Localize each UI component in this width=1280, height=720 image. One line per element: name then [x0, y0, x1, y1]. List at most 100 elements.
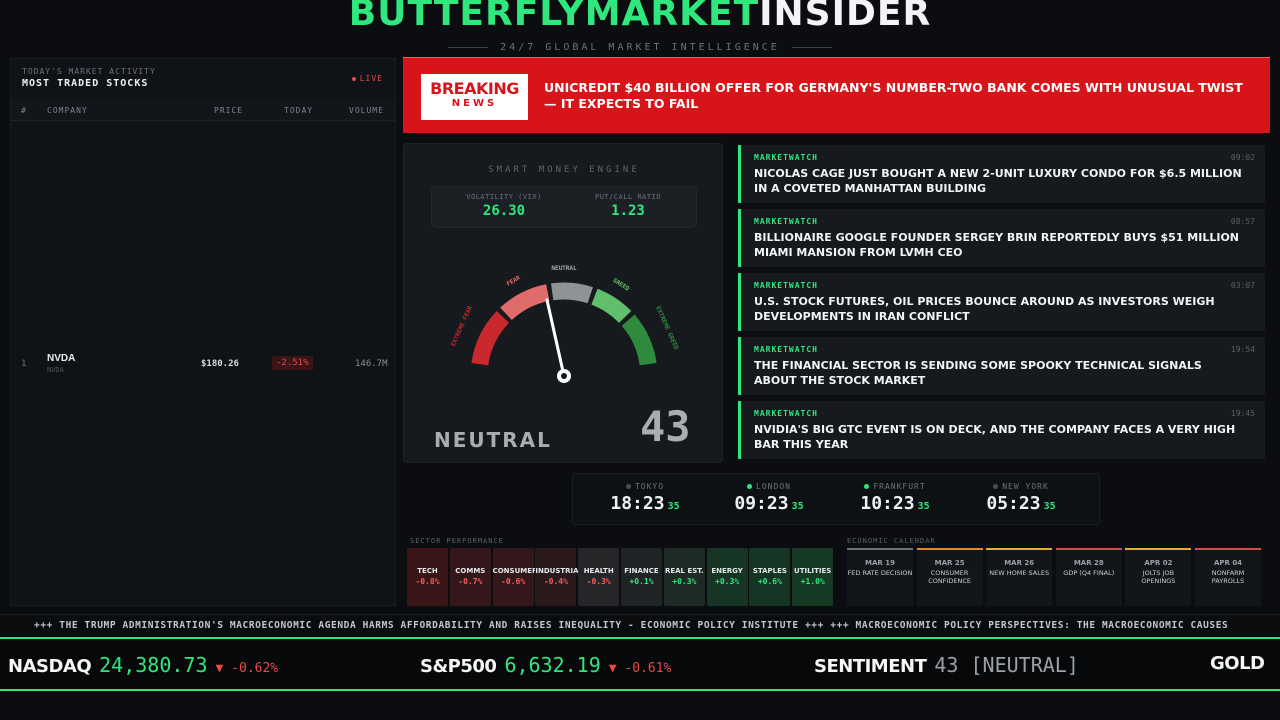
sector-tile[interactable]: COMMS -0.7%	[449, 548, 491, 606]
clock-time: 10:23 35	[835, 493, 955, 514]
clock-city-label: LONDON	[756, 482, 791, 491]
clock-new-york: NEW YORK 05:23 35	[961, 482, 1081, 514]
tagline: 24/7 GLOBAL MARKET INTELLIGENCE	[0, 42, 1280, 53]
pcr-label: PUT/CALL RATIO	[594, 193, 661, 201]
calendar-event[interactable]: APR 02 JOLTS JOB OPENINGS	[1125, 548, 1192, 606]
gauge-title: SMART MONEY ENGINE	[488, 165, 640, 175]
gauge-label-fear: FEAR	[505, 274, 521, 287]
brand-part-green: BUTTERFLYMARKET	[348, 0, 760, 34]
clock-city-label: TOKYO	[634, 482, 665, 491]
news-source: MARKETWATCH	[754, 409, 818, 418]
ticker-change: ▼ -0.62%	[215, 661, 279, 676]
gauge-label-extreme-fear: EXTREME FEAR	[450, 305, 474, 348]
news-item[interactable]: MARKETWATCH 08:57 BILLIONAIRE GOOGLE FOUND…	[738, 209, 1265, 267]
sector-tile[interactable]: HEALTH -0.3%	[578, 548, 620, 606]
ticker-name: S&P500	[420, 656, 497, 677]
news-headline[interactable]: NICOLAS CAGE JUST BOUGHT A NEW 2-UNIT LU…	[754, 167, 1242, 195]
ticker-value: 24,380.73	[99, 653, 208, 677]
ticker-name: SENTIMENT	[814, 656, 927, 677]
sector-change: +0.1%	[629, 577, 654, 586]
ticker-item[interactable]: NASDAQ 24,380.73 ▼ -0.62%	[8, 653, 278, 677]
news-time: 19:54	[1230, 345, 1255, 354]
sector-name: CONSUMER	[492, 567, 538, 575]
sentiment-score: 43	[640, 402, 691, 451]
calendar-event[interactable]: MAR 26 NEW HOME SALES	[986, 548, 1053, 606]
sector-tile[interactable]: STAPLES +0.6%	[749, 548, 791, 606]
col-volume[interactable]: VOLUME	[349, 106, 384, 115]
news-headline[interactable]: U.S. STOCK FUTURES, OIL PRICES BOUNCE AR…	[754, 295, 1215, 323]
calendar-event[interactable]: MAR 25 CONSUMER CONFIDENCE	[916, 548, 983, 606]
event-date: MAR 25	[934, 559, 965, 567]
ticker-item[interactable]: S&P500 6,632.19 ▼ -0.61%	[420, 653, 671, 677]
sector-change: -0.8%	[415, 577, 440, 586]
news-item[interactable]: MARKETWATCH 19:54 THE FINANCIAL SECTOR IS …	[738, 337, 1265, 395]
vix-metric: VOLATILITY (VIX) 26.30	[444, 193, 564, 219]
news-item[interactable]: MARKETWATCH 19:45 NVIDIA'S BIG GTC EVENT I…	[738, 401, 1265, 459]
row-ticker-sub: NVDA	[47, 366, 64, 374]
sector-tile[interactable]: ENERGY +0.3%	[706, 548, 748, 606]
calendar-event[interactable]: APR 04 NONFARM PAYROLLS	[1195, 548, 1261, 606]
clock-seconds: 35	[791, 501, 804, 512]
sector-change: -0.6%	[501, 577, 526, 586]
news-crawl: +++ THE TRUMP ADMINISTRATION'S MACROECON…	[0, 614, 1280, 636]
sector-name: FINANCE	[624, 567, 659, 575]
breaking-news-banner[interactable]: BREAKING NEWS UNICREDIT $40 BILLION OFFE…	[403, 57, 1270, 133]
calendar-event[interactable]: MAR 19 FED RATE DECISION	[847, 548, 913, 606]
event-name: GDP (Q4 FINAL)	[1063, 569, 1115, 577]
event-name: NONFARM PAYROLLS	[1211, 569, 1245, 585]
gauge-label-neutral: NEUTRAL	[551, 265, 577, 272]
sector-name: STAPLES	[752, 567, 787, 575]
sentiment-state: NEUTRAL	[434, 428, 552, 452]
clock-city-label: NEW YORK	[1002, 482, 1049, 491]
sector-tile[interactable]: INDUSTRIAL -0.4%	[535, 548, 583, 606]
live-badge: LIVE	[352, 74, 383, 83]
sector-tile[interactable]: REAL EST. +0.3%	[663, 548, 705, 606]
brand-part-white: INSIDER	[759, 0, 932, 34]
pcr-value: 1.23	[611, 203, 645, 219]
vix-value: 26.30	[482, 203, 526, 219]
sentiment-gauge: EXTREME FEAR FEAR NEUTRAL GREED EXTREME GREE…	[450, 265, 680, 383]
news-time: 19:45	[1230, 409, 1255, 418]
sector-tile[interactable]: UTILITIES +1.0%	[792, 548, 834, 606]
status-dot-icon	[993, 484, 999, 489]
news-item[interactable]: MARKETWATCH 09:02 NICOLAS CAGE JUST BOUGHT…	[738, 145, 1265, 203]
clock-city: FRANKFURT	[835, 482, 955, 491]
row-ticker: NVDA	[47, 353, 76, 364]
sector-change: -0.3%	[586, 577, 611, 586]
greed-segment	[591, 288, 632, 324]
col-today[interactable]: TODAY	[284, 106, 314, 115]
calendar-event[interactable]: MAR 28 GDP (Q4 FINAL)	[1055, 548, 1122, 606]
row-price: $180.26	[201, 359, 239, 369]
news-item[interactable]: MARKETWATCH 03:07 U.S. STOCK FUTURES, OIL …	[738, 273, 1265, 331]
table-row[interactable]: 1 NVDA NVDA $180.26 -2.51% 146.7M	[11, 349, 395, 379]
clock-seconds: 35	[917, 501, 930, 512]
sector-tile[interactable]: CONSUMER -0.6%	[492, 548, 538, 606]
clock-tokyo: TOKYO 18:23 35	[585, 482, 705, 514]
breaking-headline[interactable]: UNICREDIT $40 BILLION OFFER FOR GERMANY'…	[544, 80, 1243, 111]
sector-tile[interactable]: FINANCE +0.1%	[621, 548, 662, 606]
breaking-badge-top: BREAKING	[430, 79, 519, 98]
news-headline[interactable]: THE FINANCIAL SECTOR IS SENDING SOME SPO…	[754, 359, 1202, 387]
brand-logo: BUTTERFLYMARKETINSIDER	[0, 0, 1280, 36]
sector-change: +0.3%	[672, 577, 697, 586]
ticker-item[interactable]: SENTIMENT 43 [NEUTRAL]	[814, 653, 1079, 677]
news-source: MARKETWATCH	[754, 345, 818, 354]
col-price[interactable]: PRICE	[214, 106, 244, 115]
col-company[interactable]: COMPANY	[47, 106, 88, 115]
event-date: APR 02	[1144, 559, 1173, 567]
neutral-segment	[550, 282, 593, 304]
ticker-name: NASDAQ	[8, 656, 92, 677]
sector-change: -0.4%	[543, 577, 568, 586]
ticker-item[interactable]: GOLD	[1210, 653, 1265, 674]
fear-segment	[500, 284, 550, 321]
event-date: MAR 26	[1004, 559, 1035, 567]
row-volume: 146.7M	[355, 359, 388, 369]
sector-tile[interactable]: TECH -0.8%	[407, 548, 448, 606]
clock-london: LONDON 09:23 35	[709, 482, 829, 514]
news-headline[interactable]: BILLIONAIRE GOOGLE FOUNDER SERGEY BRIN R…	[754, 231, 1239, 259]
table-header: # COMPANY PRICE TODAY VOLUME	[11, 99, 395, 121]
status-dot-icon	[747, 484, 753, 489]
news-headline[interactable]: NVIDIA'S BIG GTC EVENT IS ON DECK, AND T…	[754, 423, 1236, 451]
sector-name: UTILITIES	[794, 567, 832, 575]
clock-city: TOKYO	[585, 482, 705, 491]
